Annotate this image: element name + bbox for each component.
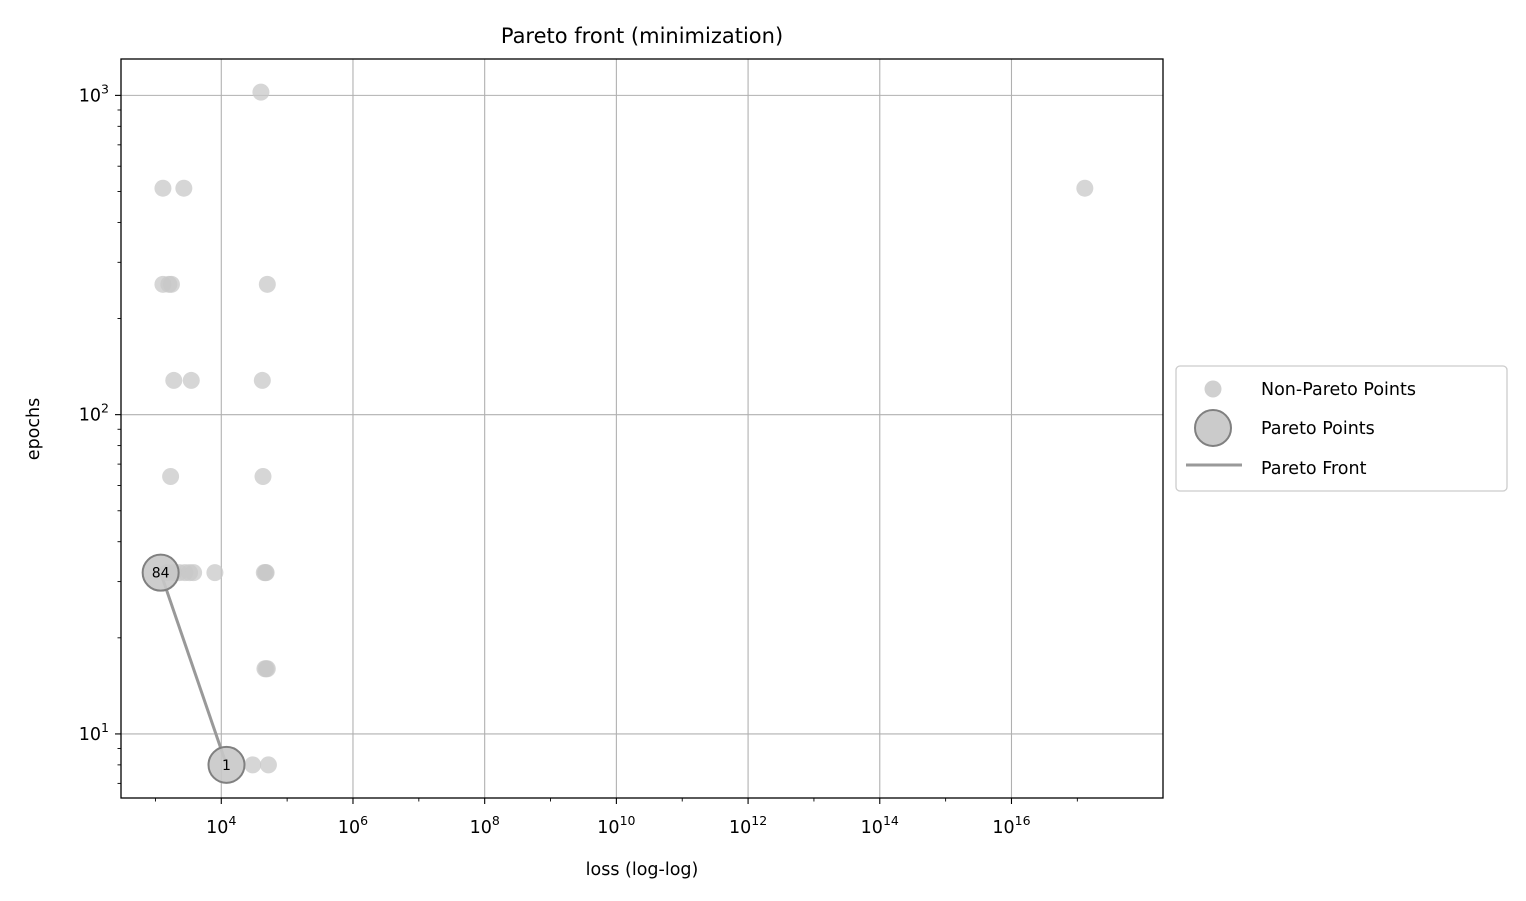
non-pareto-point xyxy=(244,756,262,774)
pareto-point-label: 84 xyxy=(152,566,170,582)
non-pareto-point xyxy=(258,275,276,293)
pareto-front-line xyxy=(159,572,228,766)
chart-title: Pareto front (minimization) xyxy=(501,24,783,48)
non-pareto-point xyxy=(259,756,277,774)
legend-pareto-label: Pareto Points xyxy=(1261,419,1375,439)
x-tick-label: 106 xyxy=(338,813,368,838)
legend: Non-Pareto Points Pareto Points Pareto F… xyxy=(1175,365,1508,492)
x-tick-label: 1012 xyxy=(729,813,767,838)
legend-pareto-marker xyxy=(1194,409,1232,447)
non-pareto-point xyxy=(165,371,183,389)
pareto-point-label: 1 xyxy=(222,758,231,774)
non-pareto-point xyxy=(162,275,180,293)
y-axis-label: epochs xyxy=(24,398,44,460)
non-pareto-point xyxy=(254,468,272,486)
non-pareto-point xyxy=(175,179,193,197)
non-pareto-point xyxy=(253,371,271,389)
non-pareto-point xyxy=(258,660,276,678)
data-points-layer: 84 1 xyxy=(141,83,1094,784)
non-pareto-point xyxy=(1076,179,1094,197)
non-pareto-point xyxy=(185,564,203,582)
non-pareto-point xyxy=(182,371,200,389)
legend-front-label: Pareto Front xyxy=(1261,459,1367,479)
pareto-point xyxy=(207,745,246,784)
plot-frame xyxy=(120,58,1164,799)
grid-lines xyxy=(121,59,1163,798)
y-tick-label: 102 xyxy=(79,401,109,426)
legend-box xyxy=(1175,365,1508,492)
legend-non-pareto-marker xyxy=(1204,380,1222,398)
y-tick-label: 101 xyxy=(79,720,109,745)
x-axis-label: loss (log-log) xyxy=(586,860,699,880)
x-tick-label: 1010 xyxy=(597,813,635,838)
y-tick-label: 103 xyxy=(79,81,109,106)
x-tick-label: 104 xyxy=(206,813,236,838)
x-tick-label: 1014 xyxy=(861,813,899,838)
pareto-point xyxy=(141,553,180,592)
non-pareto-point xyxy=(154,179,172,197)
pareto-front-layer xyxy=(159,572,228,766)
x-tick-label: 108 xyxy=(470,813,500,838)
non-pareto-point xyxy=(252,83,270,101)
x-tick-label: 1016 xyxy=(992,813,1030,838)
non-pareto-point xyxy=(162,468,180,486)
non-pareto-point xyxy=(257,564,275,582)
non-pareto-point xyxy=(206,564,224,582)
axis-ticks: 104 106 108 1010 1012 1014 1016 101 102 103 xyxy=(79,81,1078,838)
legend-non-pareto-label: Non-Pareto Points xyxy=(1261,380,1416,400)
